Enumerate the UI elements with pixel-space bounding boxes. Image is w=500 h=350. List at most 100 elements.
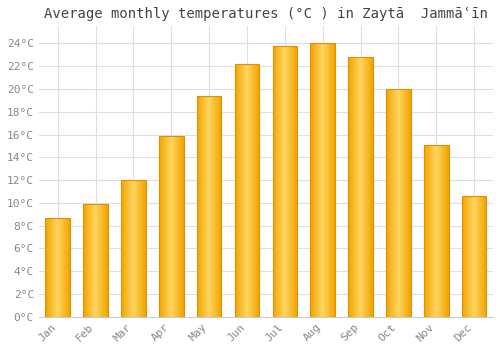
- Bar: [46, 218, 48, 317]
- Bar: [296, 46, 297, 317]
- Bar: [463, 196, 464, 317]
- Bar: [182, 136, 183, 317]
- Bar: [462, 196, 463, 317]
- Bar: [466, 196, 468, 317]
- Bar: [397, 89, 398, 317]
- Bar: [234, 64, 260, 317]
- Bar: [159, 136, 184, 317]
- Bar: [140, 180, 141, 317]
- Bar: [330, 43, 332, 317]
- Bar: [363, 57, 364, 317]
- Bar: [89, 204, 90, 317]
- Bar: [178, 136, 180, 317]
- Bar: [121, 180, 122, 317]
- Bar: [389, 89, 390, 317]
- Bar: [92, 204, 93, 317]
- Bar: [424, 145, 425, 317]
- Bar: [200, 96, 201, 317]
- Bar: [236, 64, 237, 317]
- Bar: [49, 218, 50, 317]
- Bar: [177, 136, 178, 317]
- Bar: [167, 136, 168, 317]
- Bar: [289, 46, 290, 317]
- Bar: [372, 57, 373, 317]
- Bar: [470, 196, 471, 317]
- Bar: [364, 57, 365, 317]
- Bar: [252, 64, 253, 317]
- Bar: [386, 89, 410, 317]
- Bar: [214, 96, 216, 317]
- Bar: [172, 136, 173, 317]
- Bar: [358, 57, 360, 317]
- Bar: [94, 204, 95, 317]
- Bar: [87, 204, 88, 317]
- Bar: [349, 57, 350, 317]
- Bar: [433, 145, 434, 317]
- Bar: [277, 46, 278, 317]
- Bar: [121, 180, 146, 317]
- Bar: [476, 196, 477, 317]
- Bar: [106, 204, 108, 317]
- Bar: [465, 196, 466, 317]
- Bar: [293, 46, 294, 317]
- Bar: [444, 145, 445, 317]
- Bar: [356, 57, 357, 317]
- Bar: [56, 218, 57, 317]
- Bar: [290, 46, 291, 317]
- Bar: [67, 218, 68, 317]
- Bar: [285, 46, 286, 317]
- Bar: [197, 96, 198, 317]
- Bar: [247, 64, 248, 317]
- Bar: [59, 218, 60, 317]
- Bar: [249, 64, 250, 317]
- Bar: [244, 64, 245, 317]
- Bar: [316, 43, 317, 317]
- Bar: [291, 46, 292, 317]
- Bar: [366, 57, 368, 317]
- Bar: [62, 218, 64, 317]
- Bar: [84, 204, 85, 317]
- Bar: [312, 43, 313, 317]
- Bar: [480, 196, 481, 317]
- Bar: [273, 46, 274, 317]
- Bar: [278, 46, 280, 317]
- Bar: [350, 57, 352, 317]
- Bar: [314, 43, 316, 317]
- Bar: [65, 218, 66, 317]
- Bar: [93, 204, 94, 317]
- Bar: [88, 204, 89, 317]
- Bar: [68, 218, 69, 317]
- Bar: [327, 43, 328, 317]
- Bar: [133, 180, 134, 317]
- Bar: [408, 89, 409, 317]
- Bar: [280, 46, 281, 317]
- Bar: [404, 89, 405, 317]
- Bar: [322, 43, 324, 317]
- Bar: [282, 46, 283, 317]
- Bar: [406, 89, 407, 317]
- Bar: [288, 46, 289, 317]
- Bar: [161, 136, 162, 317]
- Bar: [132, 180, 133, 317]
- Bar: [368, 57, 369, 317]
- Bar: [437, 145, 438, 317]
- Bar: [52, 218, 53, 317]
- Bar: [216, 96, 217, 317]
- Bar: [388, 89, 389, 317]
- Bar: [210, 96, 211, 317]
- Bar: [173, 136, 174, 317]
- Bar: [324, 43, 325, 317]
- Bar: [137, 180, 138, 317]
- Bar: [175, 136, 176, 317]
- Bar: [234, 64, 236, 317]
- Bar: [391, 89, 392, 317]
- Bar: [51, 218, 52, 317]
- Bar: [101, 204, 102, 317]
- Bar: [272, 46, 297, 317]
- Bar: [201, 96, 202, 317]
- Bar: [426, 145, 427, 317]
- Bar: [53, 218, 54, 317]
- Bar: [217, 96, 218, 317]
- Bar: [325, 43, 326, 317]
- Bar: [145, 180, 146, 317]
